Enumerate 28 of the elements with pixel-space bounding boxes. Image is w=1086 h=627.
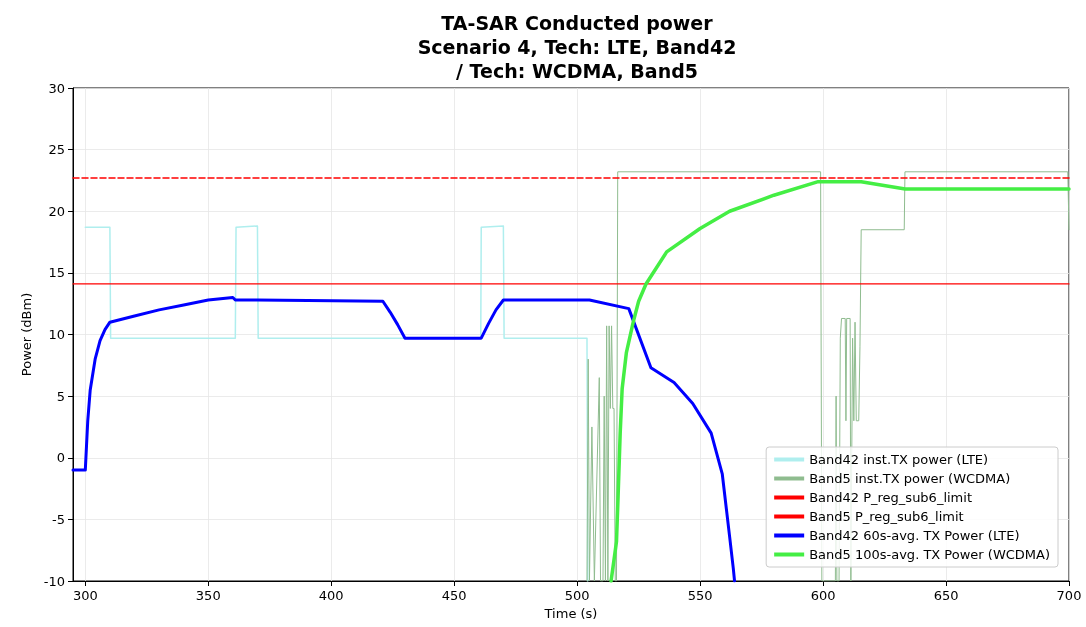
y-tick-label: 20: [48, 203, 65, 219]
x-tick-label: 550: [687, 588, 713, 603]
x-tick-label: 650: [933, 588, 959, 603]
x-tick-label: 350: [195, 588, 221, 603]
y-tick-label: 0: [56, 450, 65, 466]
y-tick-label: 5: [56, 388, 65, 404]
x-tick-label: 400: [318, 588, 344, 603]
x-tick-label: 450: [441, 588, 467, 603]
line-series: [71, 296, 737, 583]
legend-label: Band5 P_reg_sub6_limit: [809, 509, 964, 524]
y-tick-label: 30: [48, 80, 65, 96]
chart-title: TA-SAR Conducted power Scenario 4, Tech: LTE, Band42 / Tech: WCDMA, Band5: [417, 12, 737, 82]
x-axis-title: Time (s): [543, 605, 598, 621]
legend-label: Band42 P_reg_sub6_limit: [809, 490, 972, 505]
y-tick-label: 25: [48, 142, 65, 158]
y-tick-label: -10: [43, 573, 65, 589]
legend-label: Band42 inst.TX power (LTE): [809, 452, 989, 467]
y-tick-label: -5: [52, 511, 65, 527]
legend-label: Band42 60s-avg. TX Power (LTE): [809, 528, 1020, 543]
y-axis-title: Power (dBm): [18, 292, 34, 377]
legend-label: Band5 100s-avg. TX Power (WCDMA): [809, 547, 1050, 562]
x-tick-label: 300: [72, 588, 98, 603]
x-tick-label: 500: [564, 588, 590, 603]
y-tick-label: 15: [48, 265, 65, 281]
x-tick-label: 600: [810, 588, 836, 603]
y-tick-label: 10: [48, 327, 65, 342]
legend-label: Band5 inst.TX power (WCDMA): [809, 471, 1011, 486]
x-tick-label: 700: [1056, 588, 1082, 603]
